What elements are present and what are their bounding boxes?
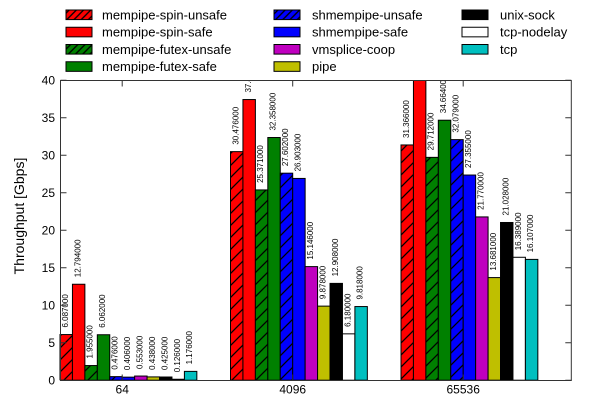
svg-text:0: 0 [48,373,55,387]
svg-text:9.818000: 9.818000 [356,266,365,300]
svg-text:15.146000: 15.146000 [306,221,315,259]
svg-text:25: 25 [42,186,56,200]
svg-text:65536: 65536 [447,383,481,397]
svg-text:64: 64 [116,383,130,397]
svg-text:10: 10 [42,298,56,312]
svg-text:5: 5 [48,336,55,350]
svg-text:mempipe-spin-safe: mempipe-spin-safe [102,25,213,40]
svg-text:vmsplice-coop: vmsplice-coop [312,42,395,57]
svg-text:Throughput [Gbps]: Throughput [Gbps] [11,158,27,275]
svg-text:0.406000: 0.406000 [123,336,132,370]
svg-text:34.664000: 34.664000 [439,75,448,113]
svg-text:0.438000: 0.438000 [148,336,157,370]
svg-text:31.366000: 31.366000 [402,100,411,138]
svg-text:0.126000: 0.126000 [173,338,182,372]
svg-text:0.425000: 0.425000 [160,336,169,370]
svg-text:32.358000: 32.358000 [269,92,278,130]
svg-text:16.389000: 16.389000 [514,212,523,250]
svg-text:37.420000: 37.420000 [244,54,253,92]
svg-text:unix-sock: unix-sock [500,7,555,22]
svg-text:12.794000: 12.794000 [73,239,82,277]
svg-text:mempipe-futex-unsafe: mempipe-futex-unsafe [102,42,231,57]
svg-text:4096: 4096 [279,383,306,397]
svg-text:1.955000: 1.955000 [86,325,95,359]
svg-text:27.602000: 27.602000 [281,128,290,166]
svg-text:shmempipe-safe: shmempipe-safe [312,25,408,40]
svg-text:21.028000: 21.028000 [501,177,510,215]
svg-text:pipe: pipe [312,59,337,74]
svg-text:30: 30 [42,148,56,162]
svg-text:29.712000: 29.712000 [427,112,436,150]
svg-text:mempipe-spin-unsafe: mempipe-spin-unsafe [102,7,227,22]
svg-text:6.087000: 6.087000 [61,294,70,328]
svg-text:16.107000: 16.107000 [526,214,535,252]
svg-text:shmempipe-unsafe: shmempipe-unsafe [312,7,423,22]
svg-text:35: 35 [42,111,56,125]
svg-text:12.908000: 12.908000 [331,238,340,276]
svg-text:26.903000: 26.903000 [294,133,303,171]
svg-text:mempipe-futex-safe: mempipe-futex-safe [102,59,217,74]
svg-text:40: 40 [42,73,56,87]
svg-text:6.062000: 6.062000 [98,294,107,328]
svg-text:tcp: tcp [500,42,517,57]
svg-text:tcp-nodelay: tcp-nodelay [500,25,568,40]
svg-text:15: 15 [42,261,56,275]
svg-text:21.770000: 21.770000 [476,172,485,210]
svg-text:27.355000: 27.355000 [464,130,473,168]
svg-text:0.553000: 0.553000 [135,335,144,369]
svg-text:32.079000: 32.079000 [452,94,461,132]
svg-text:6.180000: 6.180000 [343,293,352,327]
svg-text:0.476000: 0.476000 [111,336,120,370]
svg-text:9.878000: 9.878000 [318,265,327,299]
svg-text:13.681000: 13.681000 [489,232,498,270]
svg-text:20: 20 [42,223,56,237]
svg-text:25.371000: 25.371000 [256,145,265,183]
svg-text:30.476000: 30.476000 [231,106,240,144]
svg-text:1.176000: 1.176000 [185,330,194,364]
